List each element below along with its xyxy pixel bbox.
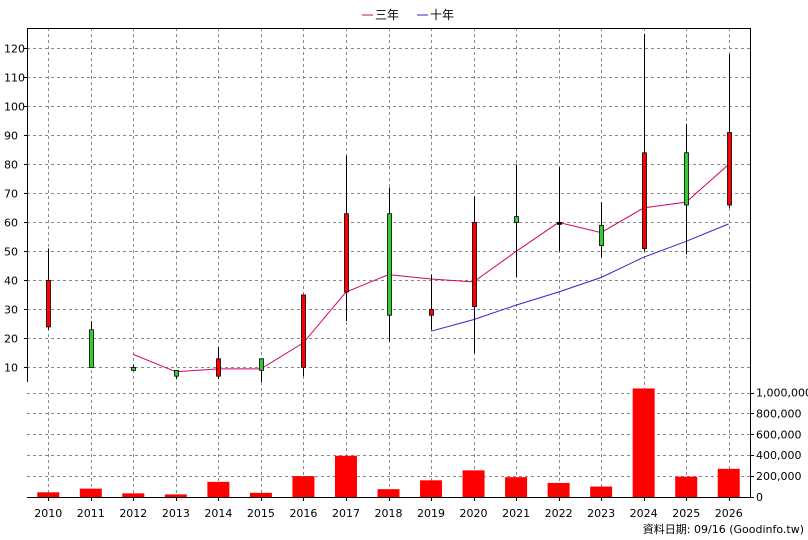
legend-label-1: 十年 [430,8,454,22]
candle-body-2013 [174,369,179,377]
candle-body-2026 [727,132,732,206]
price-tick-label-11: 120 [4,42,25,55]
candle-body-2025 [684,152,689,206]
candlesticks [46,33,732,382]
candle-body-2024 [642,152,647,249]
price-tick-label-0: 10 [4,361,18,374]
candle-2017 [344,155,349,322]
price-tick-label-1: 20 [4,332,18,345]
price-tick-label-5: 60 [4,216,18,229]
x-tick-label-2025: 2025 [672,507,700,520]
volume-axis-ticks: 0 200,000 400,000 600,000 800,000 1,000,000 [750,387,808,504]
x-tick-label-2011: 2011 [77,507,105,520]
candle-2021 [514,164,519,278]
x-tick-label-2022: 2022 [545,507,573,520]
candle-2020 [472,196,477,353]
candle-2026 [727,54,732,208]
volume-bar-2016 [292,476,315,497]
volume-bar-2021 [505,477,528,497]
candle-body-2016 [301,294,306,368]
candle-2022 [557,167,562,252]
volume-grid [27,382,750,497]
volume-bar-2023 [590,486,613,497]
volume-bar-2026 [717,468,740,497]
candle-2014 [216,347,221,380]
price-tick-label-2: 30 [4,303,18,316]
candle-2023 [599,202,604,258]
candle-2016 [301,294,306,377]
x-tick-label-2018: 2018 [375,507,403,520]
candle-2015 [259,358,264,382]
price-tick-label-9: 100 [4,100,25,113]
volume-bar-2017 [334,455,357,497]
volume-bar-2019 [420,480,443,497]
candle-2011 [89,321,94,368]
x-tick-label-2014: 2014 [204,507,232,520]
candle-2010 [46,248,51,330]
candle-2018 [387,187,392,342]
x-tick-label-2023: 2023 [587,507,615,520]
volume-bar-2018 [377,489,400,497]
candle-body-2012 [131,367,136,371]
volume-tick-label-3: 600,000 [756,428,802,441]
x-tick-label-2010: 2010 [34,507,62,520]
candle-body-2023 [599,224,604,247]
price-tick-label-7: 80 [4,158,18,171]
candle-body-2019 [429,309,434,316]
candle-body-2017 [344,213,349,293]
volume-tick-label-5: 1,000,000 [756,387,808,400]
price-tick-label-10: 110 [4,71,25,84]
volume-bar-2010 [37,492,60,497]
volume-bar-2020 [462,470,485,497]
volume-tick-label-1: 200,000 [756,470,802,483]
volume-bar-2012 [122,493,145,497]
volume-bar-2014 [207,481,230,497]
price-grid [27,28,750,382]
candle-body-2011 [89,329,94,368]
candle-2013 [174,369,179,380]
x-tick-label-2026: 2026 [715,507,743,520]
volume-bar-2011 [79,488,102,497]
price-tick-label-4: 50 [4,245,18,258]
candle-body-2022 [557,222,562,225]
volume-bar-2024 [632,388,655,497]
volume-tick-label-0: 0 [756,491,763,504]
candle-body-2021 [514,216,519,223]
candle-2024 [642,33,647,252]
x-tick-label-2012: 2012 [119,507,147,520]
candle-2025 [684,123,689,255]
volume-bar-2015 [249,492,272,497]
price-axis-ticks: 10 20 30 40 50 60 70 80 90 100 110 120 [4,42,27,374]
x-tick-label-2015: 2015 [247,507,275,520]
volume-bar-2022 [547,482,570,497]
x-tick-label-2016: 2016 [289,507,317,520]
x-axis-ticks: 2010 2011 2012 2013 2014 2015 2016 2017 2018 2019… [34,497,743,520]
x-tick-label-2021: 2021 [502,507,530,520]
price-tick-label-6: 70 [4,187,18,200]
candle-body-2014 [216,358,221,377]
volume-bars [37,388,740,497]
x-tick-label-2024: 2024 [630,507,658,520]
candle-body-2018 [387,213,392,316]
x-tick-label-2019: 2019 [417,507,445,520]
volume-bar-2013 [164,494,187,497]
footer-source-date: 資料日期: 09/16 (Goodinfo.tw) [643,522,804,536]
candle-body-2020 [472,222,477,307]
volume-bar-2025 [675,476,698,497]
candle-2012 [131,364,136,371]
legend-label-0: 三年 [375,8,399,22]
candle-body-2010 [46,280,51,328]
x-tick-label-2013: 2013 [162,507,190,520]
x-tick-label-2017: 2017 [332,507,360,520]
volume-tick-label-4: 800,000 [756,407,802,420]
legend: 三年 十年 [362,8,454,22]
price-tick-label-8: 90 [4,129,18,142]
candle-body-2015 [259,358,264,371]
ma-line-1 [430,223,729,332]
volume-tick-label-2: 400,000 [756,449,802,462]
candle-2019 [429,274,434,330]
price-tick-label-3: 40 [4,274,18,287]
x-tick-label-2020: 2020 [460,507,488,520]
